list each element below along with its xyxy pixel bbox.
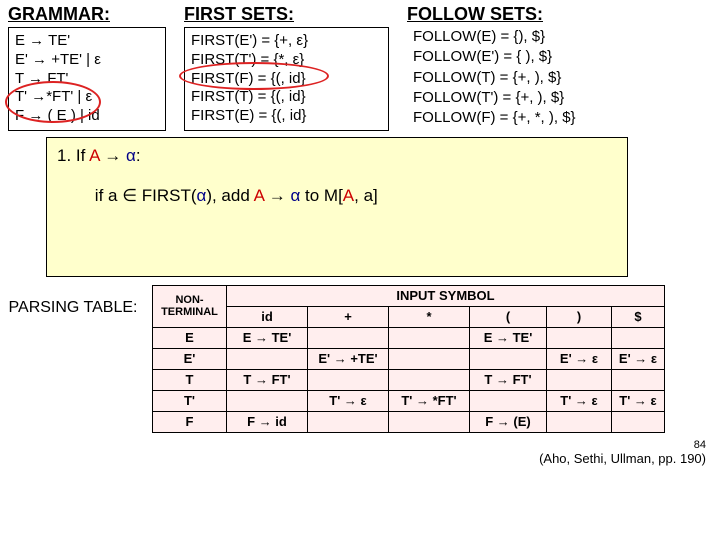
parsing-section: PARSING TABLE: NON-TERMINALINPUT SYMBOLi…	[8, 285, 712, 433]
rule-text: to M[	[300, 186, 343, 205]
grammar-section: GRAMMAR: E → TE' E' → +TE' | ε T → FT' T…	[8, 4, 166, 131]
follow-line: FOLLOW(E) = {), $}	[413, 27, 652, 47]
rule-text: 1. If	[57, 146, 89, 165]
follow-line: FOLLOW(E') = { ), $}	[413, 47, 652, 67]
rule-text: ), add	[206, 186, 253, 205]
follow-line: FOLLOW(T') = {+, ), $}	[413, 88, 652, 108]
follow-line: FOLLOW(T) = {+, ), $}	[413, 68, 652, 88]
first-line: FIRST(T') = {*, ε}	[191, 51, 382, 70]
first-line: FIRST(E') = {+, ε}	[191, 32, 382, 51]
page-number: 84	[8, 439, 706, 451]
follow-section: FOLLOW SETS: FOLLOW(E) = {), $} FOLLOW(E…	[407, 4, 652, 131]
parsing-label: PARSING TABLE:	[8, 285, 138, 317]
first-line: FIRST(T) = {(, id}	[191, 88, 382, 107]
rule-alpha: α	[290, 186, 300, 205]
grammar-line: E' → +TE' | ε	[15, 51, 159, 70]
first-line: FIRST(F) = {(, id}	[191, 70, 382, 89]
rule-text: if a ∈ FIRST(	[76, 186, 197, 205]
rule-text: , a]	[354, 186, 378, 205]
first-box: FIRST(E') = {+, ε} FIRST(T') = {*, ε} FI…	[184, 27, 389, 131]
grammar-line: F → ( E ) | id	[15, 107, 159, 126]
rule-A: A	[343, 186, 354, 205]
first-section: FIRST SETS: FIRST(E') = {+, ε} FIRST(T')…	[184, 4, 389, 131]
first-title: FIRST SETS:	[184, 4, 389, 25]
rule-box: 1. If A → α: if a ∈ FIRST(α), add A → α …	[46, 137, 628, 277]
rule-text: :	[136, 146, 141, 165]
grammar-box: E → TE' E' → +TE' | ε T → FT' T' →*FT' |…	[8, 27, 166, 131]
rule-line1: 1. If A → α:	[57, 146, 617, 166]
rule-line2: if a ∈ FIRST(α), add A → α to M[A, a]	[57, 166, 617, 226]
first-line: FIRST(E) = {(, id}	[191, 107, 382, 126]
grammar-line: E → TE'	[15, 32, 159, 51]
parsing-table: NON-TERMINALINPUT SYMBOLid+*()$EE → TE'E…	[152, 285, 665, 433]
rule-A: A	[89, 146, 99, 165]
follow-line: FOLLOW(F) = {+, *, ), $}	[413, 108, 652, 128]
citation: (Aho, Sethi, Ullman, pp. 190)	[8, 451, 706, 466]
follow-box: FOLLOW(E) = {), $} FOLLOW(E') = { ), $} …	[407, 27, 652, 128]
grammar-title: GRAMMAR:	[8, 4, 166, 25]
footer: 84 (Aho, Sethi, Ullman, pp. 190)	[8, 439, 712, 466]
rule-text: →	[264, 186, 290, 205]
grammar-line: T' →*FT' | ε	[15, 88, 159, 107]
top-row: GRAMMAR: E → TE' E' → +TE' | ε T → FT' T…	[8, 4, 712, 131]
rule-alpha: α	[197, 186, 207, 205]
grammar-line: T → FT'	[15, 70, 159, 89]
rule-A: A	[254, 186, 264, 205]
rule-alpha: α	[126, 146, 136, 165]
rule-text: →	[100, 146, 126, 165]
follow-title: FOLLOW SETS:	[407, 4, 652, 25]
